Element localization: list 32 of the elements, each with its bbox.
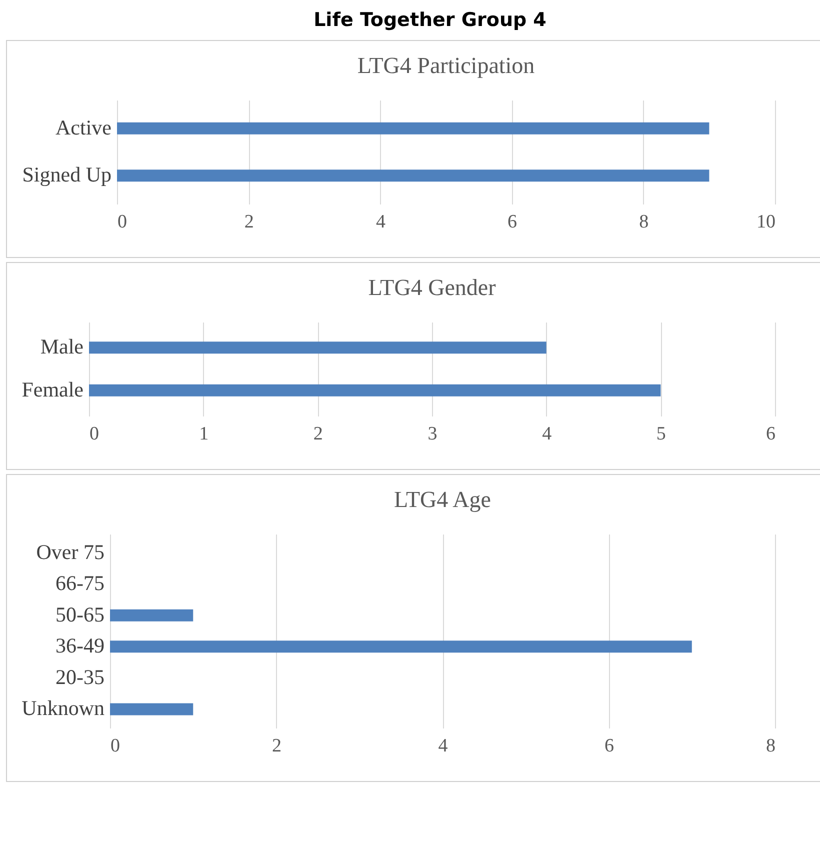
x-tick-label: 2 — [244, 212, 254, 232]
chart-title: LTG4 Participation — [357, 53, 536, 78]
x-tick-label: 2 — [272, 736, 282, 756]
x-tick-label: 2 — [313, 424, 323, 444]
x-tick-label: 6 — [508, 212, 518, 232]
chart-title: LTG4 Age — [394, 487, 491, 512]
y-tick-label: Active — [56, 115, 112, 140]
x-tick-label: 4 — [376, 212, 386, 232]
x-tick-label: 1 — [199, 424, 209, 444]
y-tick-label: 36-49 — [56, 634, 104, 658]
y-tick-label: Unknown — [22, 696, 105, 720]
y-tick-label: Female — [22, 377, 84, 402]
x-tick-label: 6 — [604, 736, 614, 756]
x-tick-label: 5 — [656, 424, 666, 444]
x-tick-label: 0 — [90, 424, 99, 444]
x-tick-label: 8 — [639, 212, 649, 232]
x-tick-label: 0 — [118, 212, 127, 232]
y-tick-label: 50-65 — [56, 602, 104, 626]
x-tick-label: 4 — [438, 736, 448, 756]
x-tick-label: 8 — [766, 736, 776, 756]
y-tick-label: Over 75 — [36, 540, 104, 564]
x-tick-label: 4 — [542, 424, 552, 444]
x-tick-label: 3 — [428, 424, 438, 444]
text: Life Together Group 4 — [312, 8, 548, 33]
y-tick-label: 66-75 — [56, 571, 104, 596]
x-tick-label: 10 — [756, 212, 776, 232]
x-tick-label: 0 — [110, 736, 120, 756]
chart-title: LTG4 Gender — [368, 275, 496, 300]
x-tick-label: 6 — [766, 424, 776, 444]
y-tick-label: Signed Up — [22, 162, 112, 187]
y-tick-label: 20-35 — [56, 664, 104, 689]
y-tick-label: Male — [40, 334, 84, 359]
